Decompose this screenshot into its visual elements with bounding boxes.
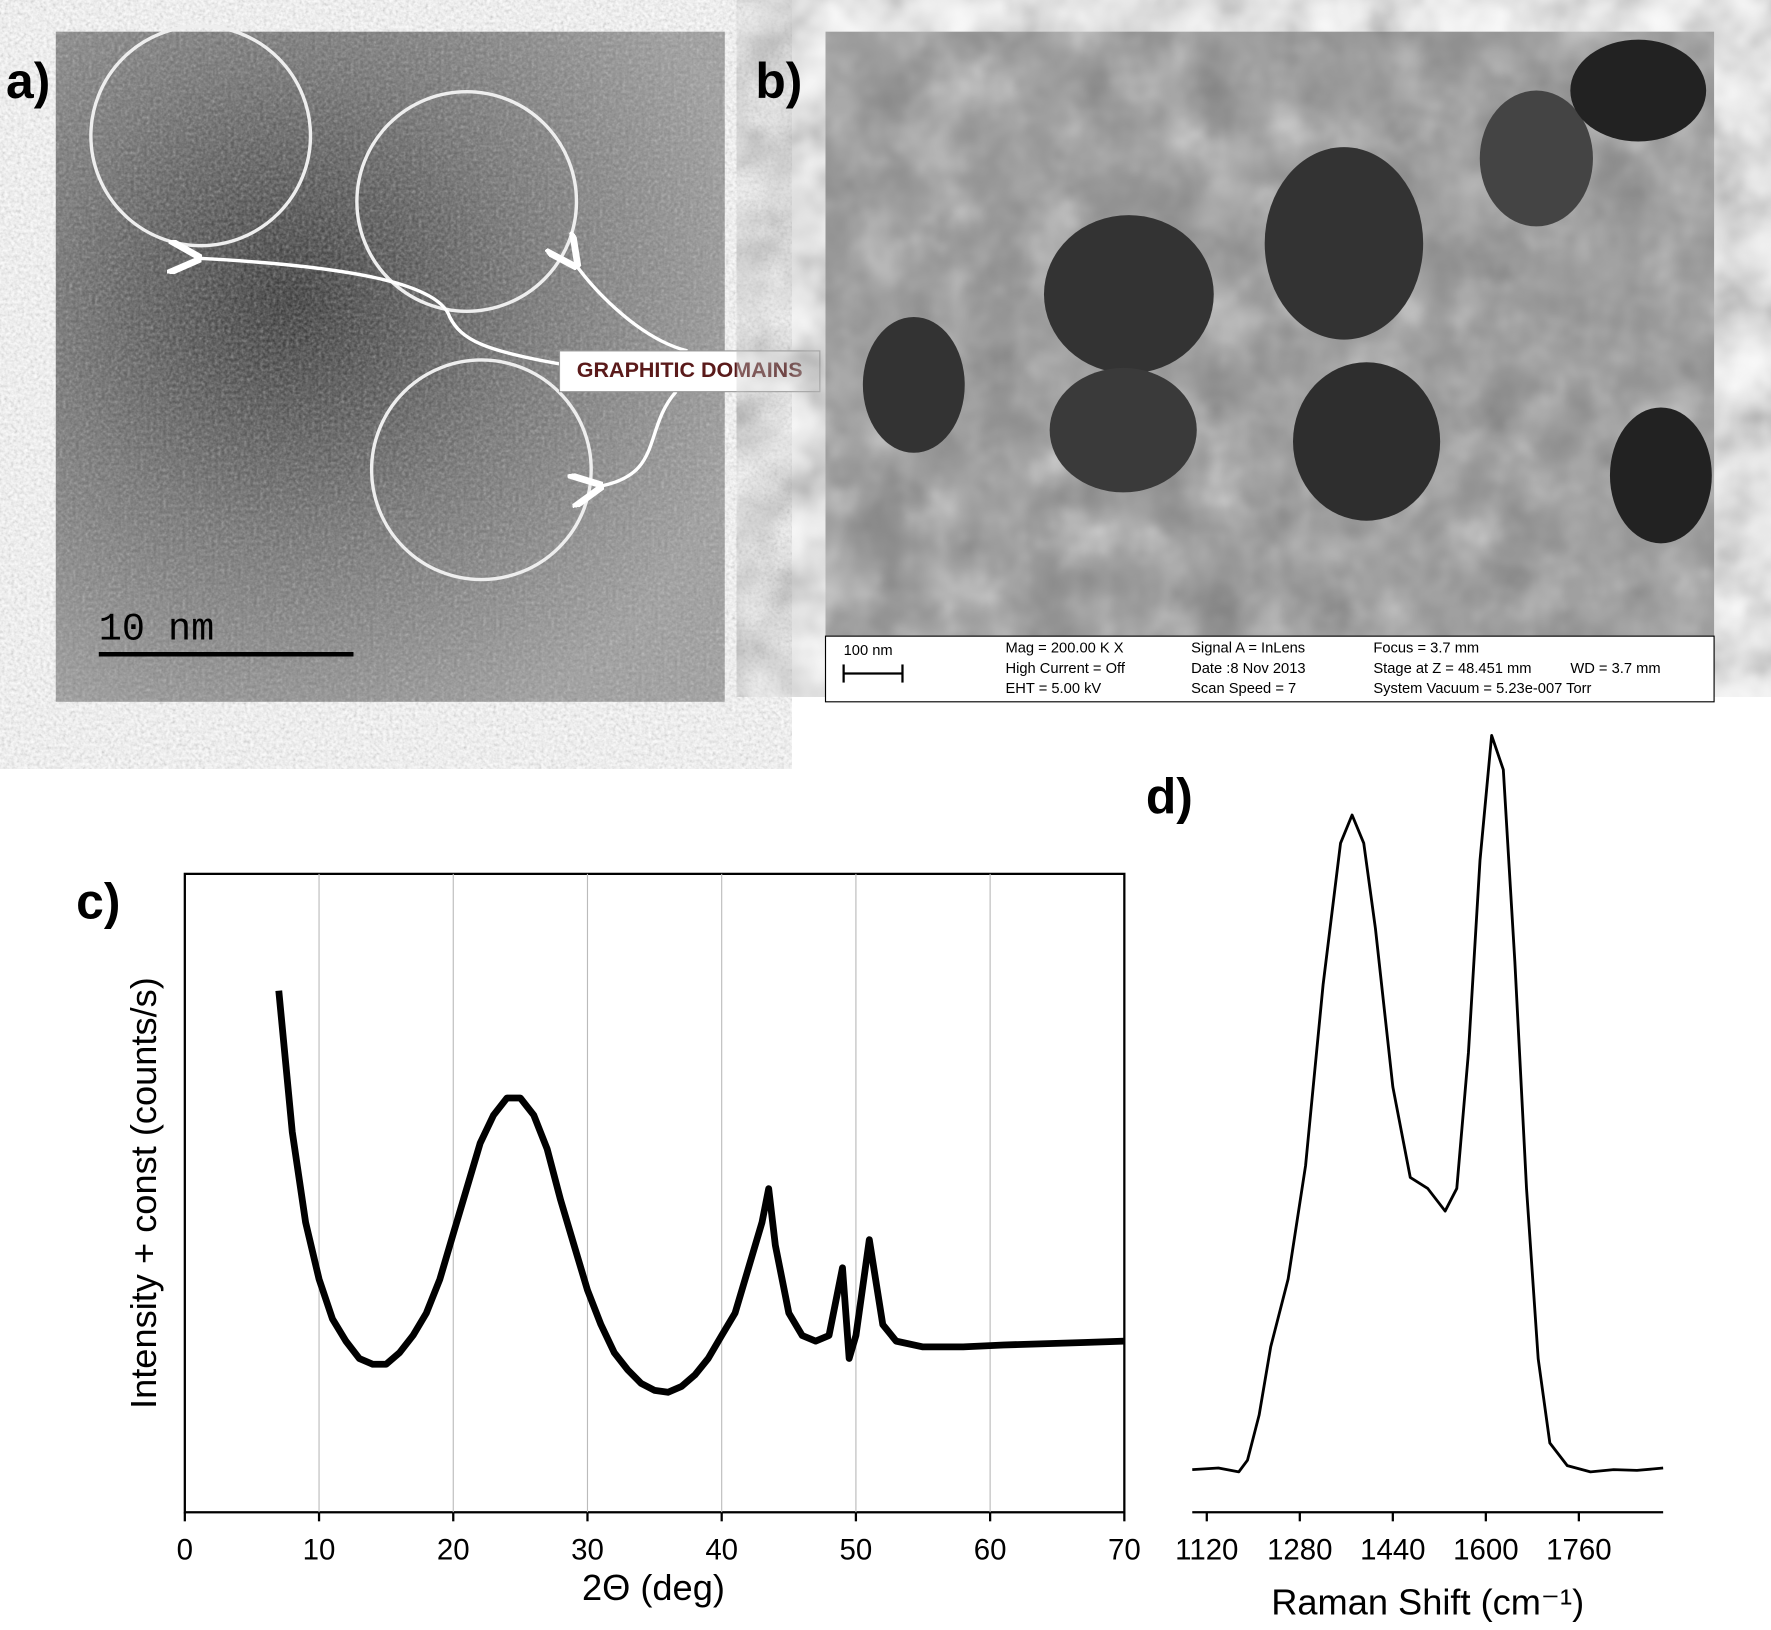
annotation: GRAPHITIC DOMAINS [577, 358, 803, 382]
panel-label: d) [1146, 768, 1193, 824]
sem-info: WD = 3.7 mm [1570, 661, 1660, 677]
sem-info: System Vacuum = 5.23e-007 Torr [1373, 681, 1591, 697]
sem-image [824, 31, 1715, 703]
sem-info: Scan Speed = 7 [1191, 681, 1296, 697]
sem-info: Stage at Z = 48.451 mm [1373, 661, 1531, 677]
tem-image [55, 24, 821, 702]
x-tick-label: 30 [571, 1534, 604, 1567]
y-axis-label: Intensity + const (counts/s) [123, 977, 164, 1409]
x-tick-label: 40 [705, 1534, 738, 1567]
x-tick-label: 50 [840, 1534, 873, 1567]
sem-info: EHT = 5.00 kV [1005, 681, 1101, 697]
sem-info: High Current = Off [1005, 661, 1125, 677]
plot-frame [183, 872, 1126, 1514]
data-line [275, 990, 1125, 1396]
scale-bar-label: 10 nm [99, 608, 214, 652]
x-axis-label: 2Θ (deg) [582, 1567, 725, 1608]
x-tick-label: 1760 [1546, 1534, 1611, 1567]
panel-label: b) [755, 53, 802, 109]
x-axis-label: Raman Shift (cm⁻¹) [1271, 1582, 1584, 1623]
sem-info: Mag = 200.00 K X [1005, 640, 1123, 656]
x-tick-label: 1280 [1267, 1534, 1332, 1567]
x-tick-label: 70 [1108, 1534, 1141, 1567]
sem-info: Signal A = InLens [1191, 640, 1305, 656]
x-tick-label: 0 [177, 1534, 193, 1567]
panel-label: a) [6, 53, 50, 109]
data-line [1192, 734, 1664, 1474]
scale-bar-label: 100 nm [844, 643, 893, 659]
sem-info: Focus = 3.7 mm [1373, 640, 1479, 656]
x-tick-label: 1600 [1453, 1534, 1518, 1567]
x-tick-label: 60 [974, 1534, 1007, 1567]
x-tick-label: 10 [303, 1534, 336, 1567]
panel-label: c) [76, 874, 120, 930]
sem-info: Date :8 Nov 2013 [1191, 661, 1305, 677]
x-tick-label: 1440 [1360, 1534, 1425, 1567]
x-tick-label: 1120 [1175, 1534, 1238, 1567]
x-tick-label: 20 [437, 1534, 470, 1567]
